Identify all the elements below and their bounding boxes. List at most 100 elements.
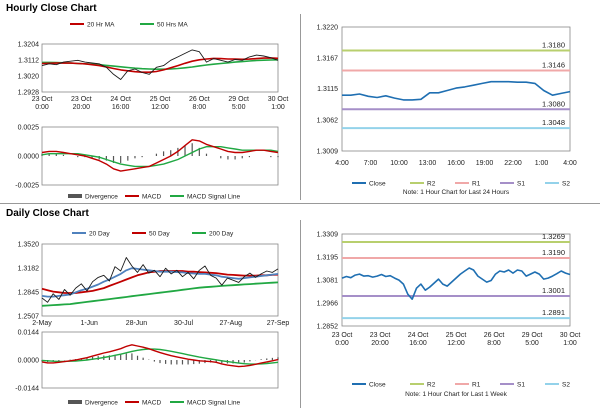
hourly-pivot-close-line <box>342 80 571 101</box>
hourly-price-xtick-time-4: 8:00 <box>193 104 207 111</box>
hourly-macd-line <box>41 139 279 172</box>
daily-50day-line <box>41 270 279 294</box>
hourly-column-divider <box>300 14 301 200</box>
daily-price-xtick-5: 27-Sep <box>267 320 290 327</box>
hourly-pivot-legend-r2-label: R2 <box>427 181 436 188</box>
hourly-pivot-ytick-1: 1.3167 <box>317 56 339 63</box>
hourly-price-xtick-time-1: 20:00 <box>73 104 91 111</box>
daily-pivot-xtick-date-1: 23 Oct <box>370 332 391 339</box>
hourly-close-line <box>41 49 279 80</box>
daily-pivot-level-label-s2: 1.2891 <box>542 308 565 317</box>
hourly-price-xtick-time-0: 0:00 <box>35 104 49 111</box>
daily-legend-macd-label: MACD <box>142 400 161 407</box>
hourly-price-ytick-2: 1.3020 <box>18 74 40 81</box>
daily-price-xtick-2: 28-Jun <box>126 320 148 327</box>
hourly-price-xtick-date-5: 29 Oct <box>228 96 249 103</box>
hourly-price-xtick-time-5: 5:00 <box>232 104 246 111</box>
daily-pivot-xtick-date-3: 25 Oct <box>446 332 467 339</box>
hourly-pivot-level-label-r2: 1.3180 <box>542 41 565 50</box>
daily-pivot-legend-s2-label: S2 <box>562 382 570 389</box>
hourly-price-xtick-date-2: 24 Oct <box>110 96 131 103</box>
hourly-legend-20hr-ma-label: 20 Hr MA <box>87 22 115 29</box>
daily-pivot-legend-r2-label: R2 <box>427 382 436 389</box>
hourly-price-xtick-date-6: 30 Oct <box>268 96 289 103</box>
daily-pivot-level-label-s1: 1.3001 <box>542 286 565 295</box>
daily-200day-line <box>41 281 279 307</box>
hourly-pivot-ytick-3: 1.3062 <box>317 117 339 124</box>
daily-macd-ytick-1: 0.0000 <box>18 358 40 365</box>
hourly-pivot-frame <box>341 26 571 152</box>
daily-macd-ytick-0: 0.0144 <box>18 330 40 337</box>
hourly-price-ytick-0: 1.3204 <box>18 42 40 49</box>
hourly-legend-divergence-label: Divergence <box>85 194 118 201</box>
hourly-price-xtick-date-0: 23 Oct <box>32 96 53 103</box>
daily-pivot-ytick-2: 1.3081 <box>317 277 339 284</box>
hourly-price-ytick-1: 1.3112 <box>18 58 39 65</box>
daily-pivot-xtick-time-4: 8:00 <box>487 340 501 347</box>
hourly-legend-signal-label: MACD Signal Line <box>187 194 240 201</box>
daily-pivot-level-label-r2: 1.3269 <box>542 232 565 241</box>
hourly-macd-ytick-1: 0.0000 <box>18 154 40 161</box>
hourly-pivot-legend-s1-label: S1 <box>517 181 525 188</box>
hourly-price-xtick-time-2: 16:00 <box>112 104 130 111</box>
hourly-pivot-xtick-6: 22:00 <box>504 160 522 167</box>
daily-price-xtick-1: 1-Jun <box>80 320 98 327</box>
daily-price-xtick-3: 30-Jul <box>174 320 194 327</box>
daily-pivot-ytick-4: 1.2852 <box>317 324 339 331</box>
daily-pivot-ytick-0: 1.3309 <box>317 232 339 239</box>
hourly-macd-ytick-0: 0.0025 <box>18 125 40 132</box>
hourly-50hr-ma-line <box>42 59 279 70</box>
hourly-pivot-level-label-s1: 1.3080 <box>542 99 565 108</box>
daily-pivot-legend-r1-label: R1 <box>472 382 481 389</box>
hourly-pivot-legend-s2-label: S2 <box>562 181 570 188</box>
daily-pivot-xtick-time-2: 16:00 <box>409 340 427 347</box>
daily-price-ytick-0: 1.3520 <box>18 242 40 249</box>
daily-pivot-ytick-1: 1.3195 <box>317 254 339 261</box>
daily-pivot-legend-s1-label: S1 <box>517 382 525 389</box>
daily-pivot-xtick-time-0: 0:00 <box>335 340 349 347</box>
hourly-legend-50hrs-ma-label: 50 Hrs MA <box>157 22 188 29</box>
hourly-pivot-xtick-8: 4:00 <box>563 160 577 167</box>
hourly-price-xtick-date-3: 25 Oct <box>150 96 171 103</box>
hourly-price-xtick-time-3: 12:00 <box>151 104 169 111</box>
daily-pivot-xtick-time-3: 12:00 <box>447 340 465 347</box>
hourly-price-xtick-date-4: 26 Oct <box>189 96 210 103</box>
daily-pivot-xtick-time-6: 1:00 <box>563 340 577 347</box>
daily-price-frame <box>41 243 279 317</box>
hourly-price-xtick-date-1: 23 Oct <box>71 96 92 103</box>
hourly-pivot-ytick-4: 1.3009 <box>317 149 339 156</box>
daily-pivot-note: Note: 1 Hour Chart for Last 1 Week <box>405 391 508 398</box>
daily-pivot-close-line <box>341 267 571 300</box>
daily-macd-line <box>41 344 279 368</box>
daily-pivot-frame <box>341 233 571 327</box>
daily-pivot-xtick-date-4: 26 Oct <box>484 332 505 339</box>
daily-pivot-level-label-r1: 1.3190 <box>542 248 565 257</box>
hourly-price-ytick-3: 1.2928 <box>18 90 40 97</box>
hourly-pivot-ytick-2: 1.3115 <box>317 86 338 93</box>
hourly-pivot-level-label-s2: 1.3048 <box>542 118 565 127</box>
daily-pivot-xtick-time-5: 5:00 <box>525 340 539 347</box>
hourly-pivot-legend-r1-label: R1 <box>472 181 481 188</box>
daily-pivot-ytick-3: 1.2966 <box>317 301 339 308</box>
daily-pivot-xtick-date-6: 30 Oct <box>560 332 581 339</box>
daily-legend-200day-label: 200 Day <box>209 231 234 238</box>
hourly-macd-ytick-2: -0.0025 <box>15 183 39 190</box>
daily-legend-signal-label: MACD Signal Line <box>187 400 240 407</box>
daily-legend-divergence-label: Divergence <box>85 400 118 407</box>
daily-price-xtick-0: 2-May <box>32 320 52 327</box>
hourly-price-xtick-time-6: 1:00 <box>271 104 285 111</box>
daily-price-ytick-2: 1.2845 <box>18 289 40 296</box>
daily-price-ytick-3: 1.2507 <box>18 314 40 321</box>
daily-legend-20day-label: 20 Day <box>89 231 110 238</box>
hourly-20hr-ma-line <box>41 57 279 73</box>
daily-pivot-xtick-date-0: 23 Oct <box>332 332 353 339</box>
daily-macd-ytick-2: -0.0144 <box>15 386 39 393</box>
daily-price-xtick-4: 27-Aug <box>220 320 243 327</box>
hourly-pivot-xtick-2: 10:00 <box>390 160 408 167</box>
section-divider <box>0 203 600 204</box>
daily-pivot-xtick-date-2: 24 Oct <box>408 332 429 339</box>
hourly-pivot-ytick-0: 1.3220 <box>317 25 339 32</box>
hourly-legend-macd-label: MACD <box>142 194 161 201</box>
daily-section-title: Daily Close Chart <box>6 208 89 219</box>
